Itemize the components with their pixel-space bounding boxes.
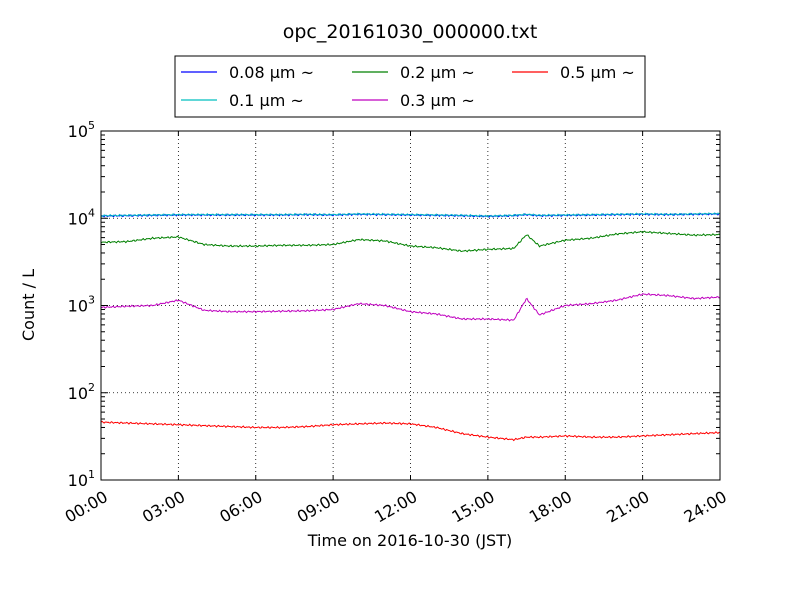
series-line-3 (100, 292, 721, 322)
legend-label: 0.5 μm ~ (560, 63, 635, 82)
legend: 0.08 μm ~ 0.1 μm ~ 0.2 μm ~ 0.3 μm ~ 0.5 μm … (174, 55, 646, 118)
y-axis-label: Count / L (19, 269, 38, 341)
legend-label: 0.3 μm ~ (400, 91, 475, 110)
grid-lines (101, 131, 720, 480)
series-line-1 (100, 212, 721, 218)
series-lines (100, 212, 721, 442)
y-tick-labels: 101 102 103 104 105 (68, 119, 95, 490)
x-tick-label: 15:00 (448, 487, 497, 527)
series-line-4 (100, 420, 721, 442)
x-axis-label: Time on 2016-10-30 (JST) (307, 531, 512, 550)
y-tick-label: 104 (68, 206, 95, 228)
y-tick-label: 102 (68, 381, 95, 403)
x-tick-label: 09:00 (294, 487, 343, 527)
x-tick-label: 12:00 (371, 487, 420, 527)
y-tick-label: 103 (68, 294, 95, 316)
x-tick-label: 00:00 (62, 487, 111, 527)
series-line-2 (100, 230, 721, 253)
legend-label: 0.2 μm ~ (400, 63, 475, 82)
x-tick-label: 06:00 (216, 487, 265, 527)
legend-label: 0.08 μm ~ (229, 63, 314, 82)
x-tick-label: 18:00 (526, 487, 575, 527)
chart-title: opc_20161030_000000.txt (283, 21, 538, 43)
x-tick-label: 03:00 (139, 487, 188, 527)
y-tick-label: 105 (68, 119, 95, 141)
axis-ticks (100, 130, 721, 481)
x-tick-label: 21:00 (603, 487, 652, 527)
x-tick-labels: 00:00 03:00 06:00 09:00 12:00 15:00 18:00 21:00… (62, 487, 730, 527)
x-tick-label: 24:00 (681, 487, 730, 527)
legend-box (174, 55, 646, 118)
legend-label: 0.1 μm ~ (229, 91, 304, 110)
y-tick-label: 101 (68, 468, 95, 490)
